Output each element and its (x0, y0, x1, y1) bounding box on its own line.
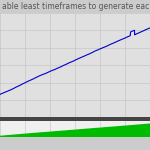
Text: able least timeframes to generate each tick / 90: able least timeframes to generate each t… (2, 2, 150, 11)
